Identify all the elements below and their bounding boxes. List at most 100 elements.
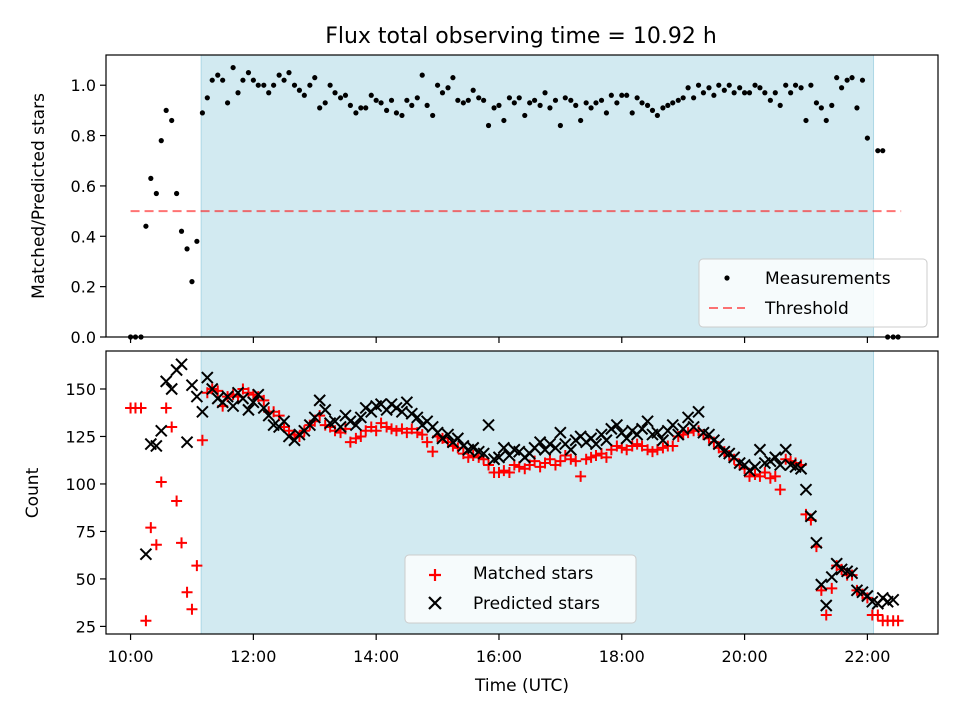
matched-star-point [406, 423, 418, 435]
legend-matched-label: Matched stars [473, 564, 593, 584]
predicted-star-point [282, 430, 296, 443]
top-y-axis-ticks: 0.0 0.2 0.4 0.6 0.8 1.0 [71, 76, 106, 347]
measurement-point [803, 117, 809, 124]
top-x-axis-ticks [129, 337, 868, 343]
matched-star-point [344, 436, 356, 448]
bottom-y-tick-label: 100 [65, 475, 96, 494]
matched-star-point [493, 467, 505, 479]
measurement-point [460, 100, 466, 106]
matched-star-point [483, 459, 495, 471]
matched-star-point [171, 495, 183, 507]
measurement-point [511, 100, 517, 106]
measurement-point [741, 90, 748, 96]
measurement-point [665, 102, 671, 108]
matched-star-point [575, 470, 587, 482]
predicted-star-point [221, 390, 234, 403]
predicted-star-point [533, 435, 547, 449]
bottom-x-tick-label: 16:00 [476, 647, 522, 666]
measurement-point [430, 112, 436, 119]
predicted-star-point [344, 415, 357, 428]
measurement-point [737, 85, 743, 91]
predicted-star-point [810, 536, 823, 550]
predicted-star-point [206, 382, 219, 396]
measurement-point [772, 90, 778, 96]
predicted-star-point [497, 441, 511, 455]
bottom-x-tick-label: 10:00 [108, 647, 154, 666]
matched-star-point [503, 467, 515, 479]
measurement-point [711, 92, 717, 98]
figure-title: Flux total observing time = 10.92 h [325, 24, 717, 49]
matched-star-point [155, 476, 167, 488]
measurement-point [393, 110, 400, 116]
predicted-star-point [543, 437, 557, 451]
measurement-point [614, 100, 620, 106]
top-panel: 0.0 0.2 0.4 0.6 0.8 1.0 Matched/Predicted sta… [29, 54, 939, 347]
measurement-point [209, 77, 215, 83]
matched-star-point [646, 446, 658, 458]
measurement-point [834, 75, 840, 81]
measurement-point [296, 87, 303, 93]
measurement-point [813, 100, 820, 106]
measurement-point [491, 105, 497, 111]
matched-star-point [642, 444, 654, 456]
measurement-point [859, 77, 866, 83]
measurement-point [189, 279, 195, 285]
measurement-point [531, 97, 538, 103]
measurement-point [603, 110, 610, 116]
predicted-star-point [692, 405, 705, 418]
predicted-star-point [753, 443, 767, 456]
legend-measurements-label: Measurements [765, 269, 891, 289]
matched-star-point [160, 402, 172, 414]
predicted-star-point [492, 451, 506, 464]
measurement-point [516, 95, 522, 101]
matched-star-point [657, 442, 669, 454]
measurement-point [588, 105, 594, 111]
measurement-point [455, 97, 461, 103]
matched-star-point [764, 472, 776, 484]
bottom-y-tick-label: 75 [76, 522, 96, 541]
measurement-point [399, 112, 405, 119]
matched-star-point [191, 560, 203, 572]
measurement-point [312, 75, 318, 81]
measurement-point [148, 175, 154, 181]
measurement-point [414, 95, 420, 101]
measurement-point [583, 100, 589, 106]
measurement-point [199, 110, 206, 116]
measurement-point [706, 85, 712, 91]
matched-star-point [386, 423, 398, 435]
measurement-point [752, 82, 758, 88]
matched-star-point [815, 584, 827, 596]
predicted-star-point [308, 411, 321, 424]
predicted-star-point [635, 422, 649, 436]
predicted-star-point [411, 411, 424, 424]
measurement-point [235, 90, 241, 96]
top-y-tick-label: 0.6 [71, 177, 96, 196]
measurement-point [849, 75, 855, 81]
predicted-star-point [247, 396, 260, 409]
predicted-star-point [748, 460, 762, 474]
measurement-point [700, 90, 707, 96]
top-y-tick-label: 0.4 [71, 227, 96, 246]
matched-star-point [196, 434, 208, 446]
measurement-point [261, 82, 267, 88]
measurement-point [301, 92, 307, 98]
measurement-point [204, 95, 210, 101]
measurement-point [844, 77, 850, 83]
matched-star-point [370, 425, 382, 437]
predicted-star-point [185, 378, 199, 392]
measurement-point [353, 110, 359, 116]
measurement-point [481, 97, 487, 103]
bottom-y-tick-label: 25 [76, 617, 96, 636]
measurement-point [726, 82, 732, 88]
predicted-star-point [313, 394, 326, 407]
measurement-point [527, 100, 533, 106]
measurement-point [342, 92, 349, 98]
predicted-star-point [400, 396, 414, 409]
predicted-star-point [175, 358, 188, 371]
measurement-point [465, 97, 471, 103]
measurement-point [731, 90, 737, 96]
bottom-y-tick-label: 50 [76, 570, 96, 589]
predicted-star-point [666, 418, 679, 432]
matched-star-point [381, 421, 393, 433]
matched-star-point [667, 440, 679, 452]
